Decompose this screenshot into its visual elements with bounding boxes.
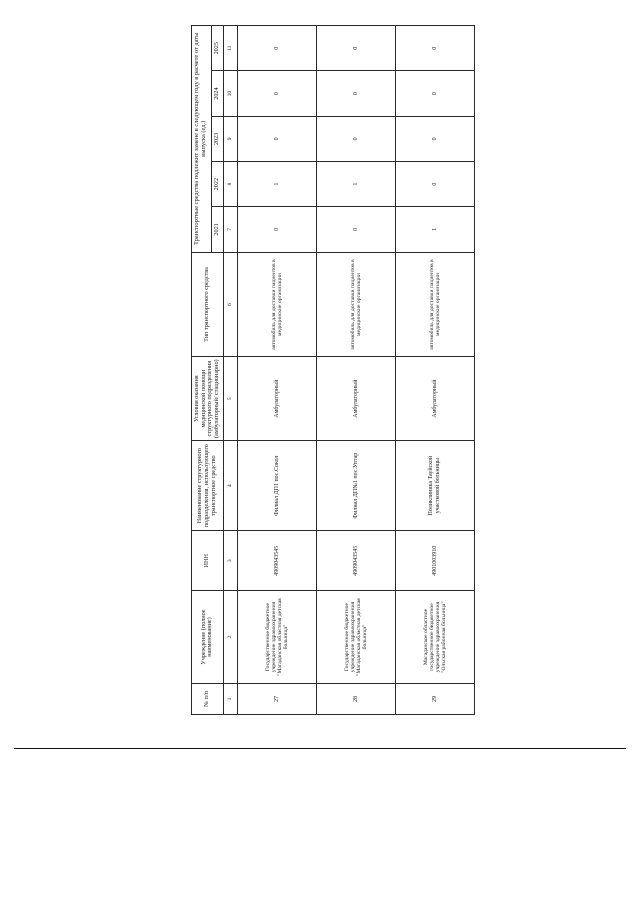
cell-year-2024: 0 [316, 70, 396, 117]
cell-year-2022: 1 [237, 161, 317, 207]
cell-institution: Государственное бюджетное учреждение здр… [316, 590, 396, 684]
col-num-10: 10 [223, 70, 238, 117]
table-row: 29 Магаданское областное государственное… [395, 25, 475, 715]
col-num-8: 8 [223, 161, 238, 207]
cell-vehicle-type: автомобиль для доставки пациентов в меди… [395, 252, 475, 357]
col-header-vehicle-type: Тип транспортного средства [191, 252, 224, 357]
col-num-5: 5 [223, 356, 238, 441]
cell-year-2025: 0 [316, 25, 396, 71]
cell-inn: 4909043545 [316, 530, 396, 591]
page-footer-rule [14, 748, 626, 749]
table-body: 27 Государственное бюджетное учреждение … [237, 25, 475, 715]
col-num-6: 6 [223, 252, 238, 357]
col-header-row-number: № п/п [191, 683, 224, 715]
col-num-1: 1 [223, 683, 238, 715]
cell-inn: 4909043545 [237, 530, 317, 591]
cell-subdivision: Филиал ДП1 пос.Сокол [237, 440, 317, 531]
cell-year-2024: 0 [237, 70, 317, 117]
table-row: 28 Государственное бюджетное учреждение … [316, 25, 396, 715]
col-header-year-2021: 2021 [211, 206, 224, 253]
cell-institution: Государственное бюджетное учреждение здр… [237, 590, 317, 684]
vehicle-replacement-table: № п/п Учреждение (полное наименование) И… [191, 25, 475, 715]
cell-row-number: 29 [395, 683, 475, 715]
col-header-inn: ИНН [191, 530, 224, 591]
col-num-4: 4 [223, 440, 238, 531]
col-header-subdivision: Наименование структурного подразделения,… [191, 440, 224, 531]
cell-vehicle-type: автомобиль для доставки пациентов в меди… [237, 252, 317, 357]
cell-year-2021: 1 [395, 206, 475, 253]
col-header-year-2022: 2022 [211, 161, 224, 207]
col-header-year-2023: 2023 [211, 116, 224, 162]
cell-year-2021: 0 [316, 206, 396, 253]
col-num-11: 11 [223, 25, 238, 71]
col-header-institution: Учреждение (полное наименование) [191, 590, 224, 684]
table-head: № п/п Учреждение (полное наименование) И… [191, 25, 238, 715]
cell-vehicle-type: автомобиль для доставки пациентов в меди… [316, 252, 396, 357]
col-num-3: 3 [223, 530, 238, 591]
cell-subdivision: Филиал ДП№1 пос.Уптар [316, 440, 396, 531]
column-number-row: 1 2 3 4 5 6 7 8 9 10 11 [223, 25, 238, 715]
cell-subdivision: Поликлиника Тауйской участковой больницы [395, 440, 475, 531]
col-header-group-replacement-years: Транспортные средства подлежит замене в … [191, 25, 212, 253]
cell-year-2022: 0 [395, 161, 475, 207]
cell-care-conditions: Амбулаторный [395, 356, 475, 441]
cell-row-number: 27 [237, 683, 317, 715]
col-num-2: 2 [223, 590, 238, 684]
col-num-9: 9 [223, 116, 238, 162]
cell-institution: Магаданское областное государственное бю… [395, 590, 475, 684]
cell-year-2024: 0 [395, 70, 475, 117]
col-header-year-2024: 2024 [211, 70, 224, 117]
col-header-year-2025: 2025 [211, 25, 224, 71]
cell-year-2021: 0 [237, 206, 317, 253]
cell-year-2023: 0 [316, 116, 396, 162]
col-num-7: 7 [223, 206, 238, 253]
cell-year-2023: 0 [237, 116, 317, 162]
cell-year-2023: 0 [395, 116, 475, 162]
cell-year-2025: 0 [237, 25, 317, 71]
cell-inn: 4901003910 [395, 530, 475, 591]
col-header-care-conditions: Условия оказания медицинской помощи стру… [191, 356, 224, 441]
header-row-titles: № п/п Учреждение (полное наименование) И… [191, 25, 224, 715]
cell-year-2025: 0 [395, 25, 475, 71]
table-row: 27 Государственное бюджетное учреждение … [237, 25, 317, 715]
cell-year-2022: 1 [316, 161, 396, 207]
cell-care-conditions: Амбулаторный [237, 356, 317, 441]
rotated-table-wrapper: № п/п Учреждение (полное наименование) И… [191, 25, 475, 715]
cell-care-conditions: Амбулаторный [316, 356, 396, 441]
cell-row-number: 28 [316, 683, 396, 715]
